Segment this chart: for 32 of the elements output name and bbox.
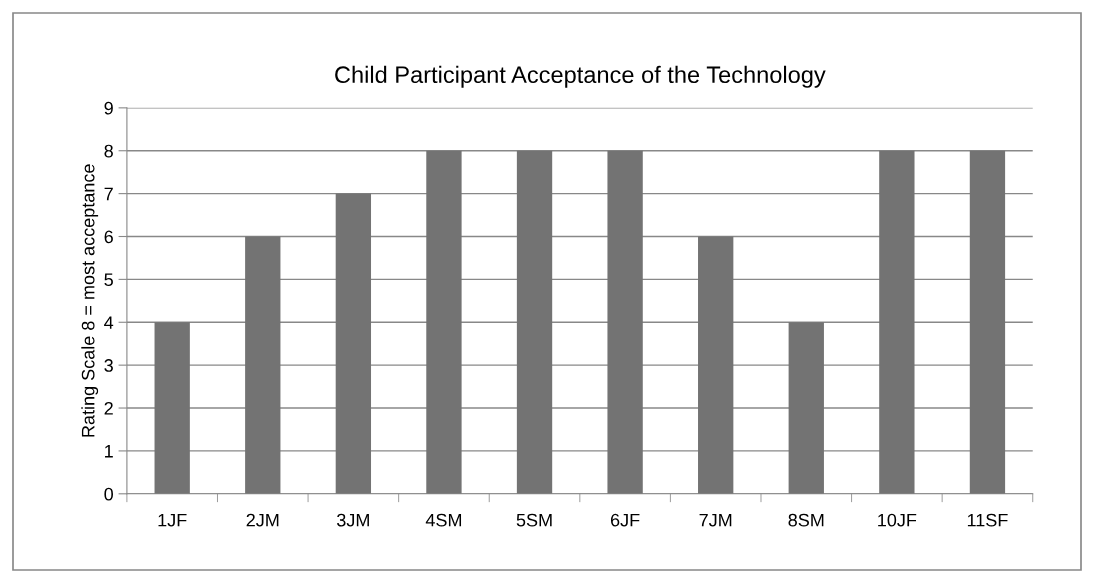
x-tick-label: 4SM xyxy=(425,513,462,527)
x-tick-label: 1JF xyxy=(158,513,187,527)
bar xyxy=(698,236,734,494)
y-tick-label: 6 xyxy=(104,230,113,244)
bar xyxy=(969,150,1006,494)
y-tick-label: 8 xyxy=(104,144,113,158)
bar xyxy=(879,150,915,494)
bar xyxy=(154,322,190,494)
x-tick-label: 7JM xyxy=(699,513,732,527)
x-tick-label: 8SM xyxy=(788,513,824,527)
x-tick-label: 10JF xyxy=(878,513,917,527)
x-tick-label: 6JF xyxy=(610,513,640,527)
chart-title: Child Participant Acceptance of the Technology xyxy=(335,65,826,88)
y-tick-label: 4 xyxy=(104,316,114,329)
x-tick-label: 2JM xyxy=(246,513,279,527)
y-tick-label: 0 xyxy=(104,487,113,501)
y-tick-label: 5 xyxy=(104,273,113,287)
bar xyxy=(516,150,553,494)
y-axis-title: Rating Scale 8 = most acceptance xyxy=(81,164,99,437)
bar xyxy=(426,150,462,494)
x-tick-label: 5SM xyxy=(516,513,552,527)
y-tick-label: 3 xyxy=(104,359,113,372)
y-tick-label: 9 xyxy=(104,101,113,115)
bar xyxy=(607,150,643,494)
bar xyxy=(335,193,372,494)
y-tick-label: 2 xyxy=(104,401,113,415)
bar xyxy=(245,236,281,494)
y-tick-label: 7 xyxy=(104,187,113,201)
x-tick-label: 3JM xyxy=(337,513,369,527)
bar xyxy=(788,322,824,494)
y-tick-label: 1 xyxy=(105,445,113,458)
x-tick-label: 11SF xyxy=(967,513,1008,527)
